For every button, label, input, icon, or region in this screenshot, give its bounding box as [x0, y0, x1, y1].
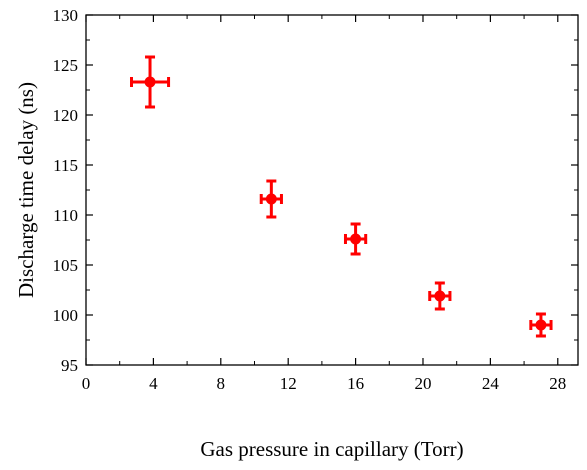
y-tick-label: 110 [53, 206, 78, 225]
x-tick-label: 8 [217, 374, 226, 393]
data-point [259, 179, 283, 219]
x-axis-title: Gas pressure in capillary (Torr) [200, 437, 463, 461]
data-point [343, 222, 368, 256]
plot-frame [85, 14, 579, 366]
data-marker [350, 233, 362, 245]
y-axis-title: Discharge time delay (ns) [14, 82, 38, 298]
y-tick-label: 120 [53, 106, 79, 125]
data-points [129, 55, 553, 338]
y-tick-label: 125 [53, 56, 79, 75]
x-axis: 0 4 8 12 16 20 24 28 [82, 15, 566, 393]
data-marker [535, 319, 547, 331]
y-tick-label: 115 [53, 156, 78, 175]
data-point [428, 281, 452, 311]
x-tick-label: 4 [149, 374, 158, 393]
y-tick-label: 130 [53, 6, 79, 25]
x-tick-label: 20 [414, 374, 431, 393]
x-tick-label: 28 [549, 374, 566, 393]
x-tick-label: 12 [280, 374, 297, 393]
x-tick-label: 0 [82, 374, 91, 393]
y-tick-label: 100 [53, 306, 79, 325]
data-point [129, 55, 171, 109]
x-tick-label: 24 [482, 374, 500, 393]
y-tick-label: 95 [61, 356, 78, 375]
y-axis: 95 100 105 110 115 120 125 130 [53, 6, 578, 375]
data-point [529, 312, 553, 338]
data-marker [144, 76, 156, 88]
data-marker [265, 193, 277, 205]
data-marker [434, 290, 446, 302]
x-tick-label: 16 [347, 374, 364, 393]
y-tick-label: 105 [53, 256, 79, 275]
